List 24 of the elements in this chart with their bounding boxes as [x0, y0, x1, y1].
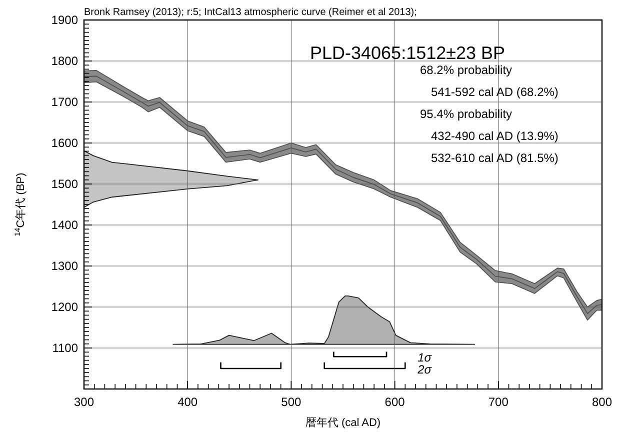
annotation: 532-610 cal AD (81.5%) [431, 151, 558, 165]
y-tick-label: 1900 [51, 13, 78, 27]
annotation: 432-490 cal AD (13.9%) [431, 129, 558, 143]
annotation: 95.4% probability [420, 107, 512, 121]
text: Bronk Ramsey (2013); r:5; IntCal13 atmospheric curve (Reimer et al 2013); [84, 7, 417, 18]
y-tick-label: 1200 [51, 300, 78, 314]
y-tick-label: 1600 [51, 136, 78, 150]
x-axis-title: 暦年代 (cal AD) [305, 417, 381, 429]
y-tick-label: 1400 [51, 218, 78, 232]
x-tick-label: 800 [592, 395, 612, 409]
annotation: 2σ [416, 362, 432, 376]
x-tick-label: 300 [74, 395, 94, 409]
y-tick-label: 1700 [51, 95, 78, 109]
x-tick-label: 600 [384, 395, 406, 409]
x-tick-label: 400 [178, 395, 198, 409]
y-tick-label: 1100 [52, 341, 78, 355]
x-tick-label: 700 [488, 395, 509, 409]
y-tick-label: 1300 [51, 259, 78, 273]
annotation: 1σ [418, 350, 432, 365]
x-tick-label: 500 [281, 395, 302, 409]
annotation: 68.2% probability [420, 63, 512, 77]
annotation: 541-592 cal AD (68.2%) [431, 85, 558, 99]
y-tick-label: 1800 [51, 54, 78, 68]
y-tick-label: 1500 [51, 177, 78, 191]
